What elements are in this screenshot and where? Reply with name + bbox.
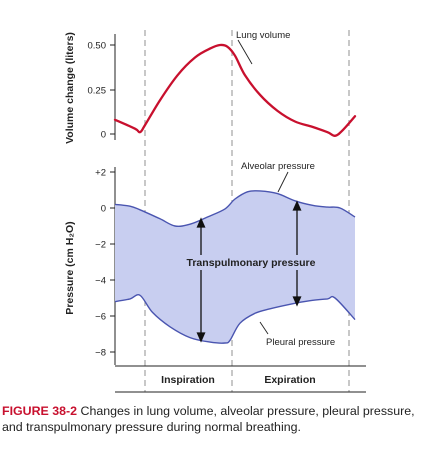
transpulmonary-pressure-label: Transpulmonary pressure [187, 257, 316, 269]
arrow-left-head-up [196, 217, 206, 228]
volume-panel: 0.50 0.25 0 Volume change (liters) Lung … [64, 30, 357, 144]
pressure-tick-label--8: −8 [95, 348, 106, 359]
arrow-right-head-down [292, 296, 302, 307]
phase-label-expiration: Expiration [264, 374, 315, 386]
volume-tick-label-0.50: 0.50 [88, 41, 107, 52]
phase-band: Inspiration Expiration [115, 365, 366, 393]
arrow-left-head-down [196, 332, 206, 343]
pleural-pressure-line [114, 294, 356, 344]
pressure-tick-label-0: 0 [101, 204, 106, 215]
pressure-panel: +2 0 −2 −4 −6 −8 Pressure (cm H₂O) Alveo… [64, 161, 356, 365]
caption-text: Changes in lung volume, alveolar pressur… [2, 404, 415, 434]
alveolar-pressure-leader [277, 171, 289, 193]
pleural-pressure-leader [259, 321, 269, 335]
figure-label: FIGURE 38-2 [2, 404, 78, 418]
pressure-tick-label--2: −2 [95, 240, 106, 251]
pressure-y-axis-title: Pressure (cm H₂O) [64, 221, 76, 314]
arrow-right-head-up [292, 200, 302, 211]
pressure-tick-label--6: −6 [95, 312, 106, 323]
volume-tick-label-0.25: 0.25 [88, 86, 107, 97]
lung-volume-label: Lung volume [236, 30, 290, 41]
pressure-tick-label--4: −4 [95, 276, 106, 287]
volume-tick-label-0: 0 [101, 130, 106, 141]
phase-label-inspiration: Inspiration [161, 374, 215, 386]
pressure-tick-label-+2: +2 [95, 168, 106, 179]
respiration-figure: 0.50 0.25 0 Volume change (liters) Lung … [64, 30, 366, 393]
alveolar-pressure-line [114, 190, 356, 228]
transpulmonary-label-bg [177, 255, 326, 270]
alveolar-pressure-label: Alveolar pressure [241, 161, 315, 172]
lung-volume-line [113, 43, 357, 137]
pleural-pressure-label: Pleural pressure [266, 337, 335, 348]
lung-volume-leader [237, 39, 253, 65]
transpulmonary-arrows [196, 200, 302, 343]
volume-y-axis-title: Volume change (liters) [64, 32, 76, 144]
figure-caption: FIGURE 38-2 Changes in lung volume, alve… [2, 404, 428, 435]
